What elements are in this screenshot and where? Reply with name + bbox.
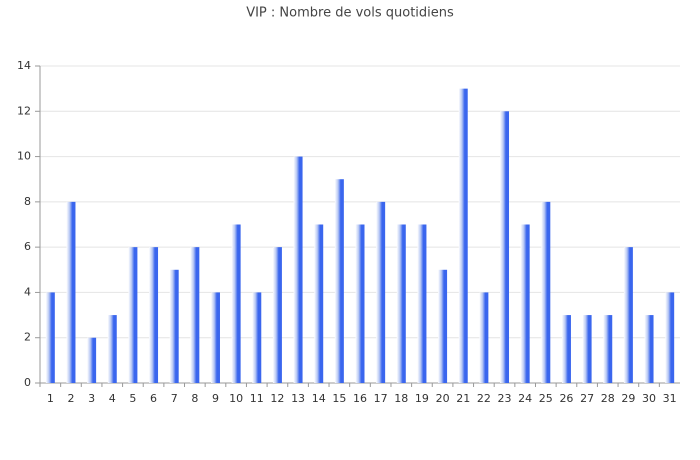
y-tick-label: 8 bbox=[24, 195, 31, 208]
y-tick-label: 4 bbox=[24, 285, 31, 298]
x-tick-label: 2 bbox=[67, 392, 74, 405]
bar bbox=[541, 201, 551, 383]
bar bbox=[66, 201, 76, 383]
bar bbox=[169, 269, 179, 383]
bar bbox=[334, 179, 344, 383]
bar bbox=[665, 292, 675, 383]
x-tick-label: 26 bbox=[559, 392, 573, 405]
x-tick-label: 14 bbox=[312, 392, 326, 405]
bar bbox=[644, 315, 654, 383]
x-tick-label: 16 bbox=[353, 392, 367, 405]
x-tick-label: 22 bbox=[477, 392, 491, 405]
bar bbox=[603, 315, 613, 383]
bar bbox=[479, 292, 489, 383]
x-tick-label: 9 bbox=[212, 392, 219, 405]
bar bbox=[458, 88, 468, 384]
x-tick-label: 20 bbox=[436, 392, 450, 405]
bar bbox=[128, 247, 138, 383]
x-tick-label: 19 bbox=[415, 392, 429, 405]
bar bbox=[355, 224, 365, 383]
x-tick-label: 15 bbox=[332, 392, 346, 405]
bar bbox=[272, 247, 282, 383]
x-tick-label: 25 bbox=[539, 392, 553, 405]
x-tick-label: 5 bbox=[129, 392, 136, 405]
x-tick-label: 8 bbox=[191, 392, 198, 405]
x-tick-label: 11 bbox=[250, 392, 264, 405]
x-tick-label: 21 bbox=[456, 392, 470, 405]
x-tick-label: 13 bbox=[291, 392, 305, 405]
x-tick-label: 31 bbox=[663, 392, 677, 405]
x-tick-label: 12 bbox=[270, 392, 284, 405]
y-tick-label: 2 bbox=[24, 331, 31, 344]
x-tick-label: 24 bbox=[518, 392, 532, 405]
bar bbox=[293, 156, 303, 383]
x-tick-label: 28 bbox=[601, 392, 615, 405]
bar bbox=[561, 315, 571, 383]
bar bbox=[376, 201, 386, 383]
y-tick-label: 0 bbox=[24, 376, 31, 389]
bar bbox=[520, 224, 530, 383]
bar bbox=[87, 337, 97, 383]
y-tick-label: 10 bbox=[17, 150, 31, 163]
y-tick-label: 6 bbox=[24, 240, 31, 253]
chart-title: VIP : Nombre de vols quotidiens bbox=[246, 6, 454, 21]
x-tick-label: 18 bbox=[394, 392, 408, 405]
bar bbox=[500, 111, 510, 384]
x-tick-label: 10 bbox=[229, 392, 243, 405]
x-tick-label: 27 bbox=[580, 392, 594, 405]
bar bbox=[623, 247, 633, 383]
x-tick-label: 7 bbox=[171, 392, 178, 405]
bar bbox=[190, 247, 200, 383]
x-tick-label: 6 bbox=[150, 392, 157, 405]
y-tick-label: 12 bbox=[17, 104, 31, 117]
x-tick-label: 1 bbox=[47, 392, 54, 405]
bar bbox=[314, 224, 324, 383]
x-tick-label: 30 bbox=[642, 392, 656, 405]
bar bbox=[210, 292, 220, 383]
x-tick-label: 3 bbox=[88, 392, 95, 405]
bar bbox=[396, 224, 406, 383]
x-tick-label: 4 bbox=[109, 392, 116, 405]
x-tick-label: 17 bbox=[374, 392, 388, 405]
bar bbox=[582, 315, 592, 383]
bar bbox=[45, 292, 55, 383]
bar bbox=[438, 269, 448, 383]
y-tick-label: 14 bbox=[17, 59, 31, 72]
x-tick-label: 23 bbox=[498, 392, 512, 405]
x-tick-label: 29 bbox=[621, 392, 635, 405]
bar bbox=[107, 315, 117, 383]
bar bbox=[231, 224, 241, 383]
bar bbox=[252, 292, 262, 383]
bar bbox=[417, 224, 427, 383]
bar bbox=[149, 247, 159, 383]
